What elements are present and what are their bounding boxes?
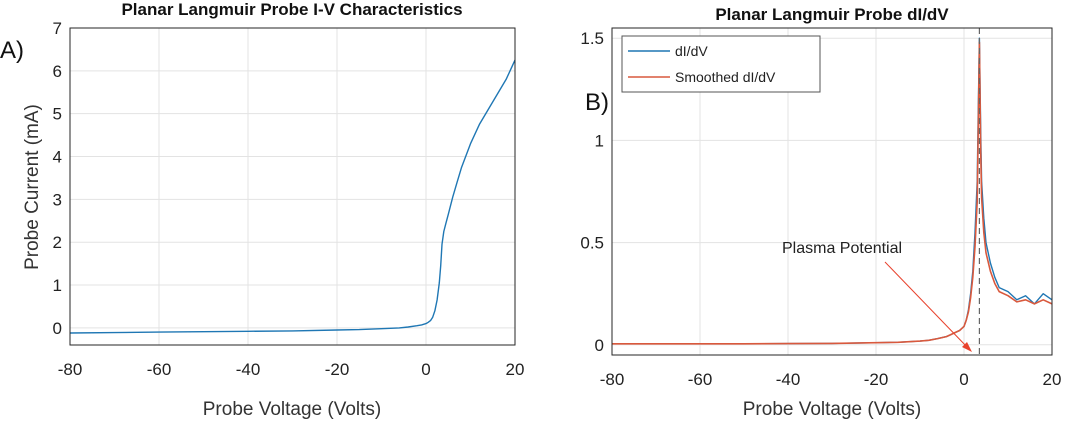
y-tick-label: 2 — [53, 233, 62, 252]
y-tick-label: 6 — [53, 62, 62, 81]
panel-b: -80 -60 -40 -20 0 20 0 0.5 1 1.5 Planar Langmuir… — [580, 5, 1061, 420]
panel-a-label: A) — [0, 37, 24, 64]
legend-box — [621, 35, 821, 93]
panel-a: -80 -60 -40 -20 0 20 0 1 2 3 4 5 6 7 Planar Langmuir… — [0, 0, 524, 420]
legend-label-didv: dI/dV — [675, 43, 708, 59]
x-tick-label: -80 — [58, 360, 83, 379]
y-tick-label: 7 — [53, 19, 62, 38]
y-tick-label: 1 — [53, 276, 62, 295]
series-line-smoothed-di-dv — [612, 41, 1053, 345]
y-tick-label: 1 — [595, 131, 604, 150]
panel-a-axes-box — [69, 27, 516, 346]
y-tick-label: 0 — [595, 336, 604, 355]
panel-b-x-tick-labels: -80 -60 -40 -20 0 20 — [600, 370, 1062, 389]
y-tick-label: 0 — [53, 319, 62, 338]
x-tick-label: -40 — [236, 360, 261, 379]
plasma-potential-arrow — [884, 261, 969, 349]
x-tick-label: 20 — [1043, 370, 1062, 389]
x-tick-label: 0 — [959, 370, 968, 389]
x-tick-label: 0 — [421, 360, 430, 379]
x-tick-label: -60 — [688, 370, 713, 389]
plasma-potential-annotation: Plasma Potential — [782, 240, 902, 257]
panel-b-y-tick-labels: 0 0.5 1 1.5 — [580, 29, 604, 355]
panel-a-y-axis-label: Probe Current (mA) — [22, 104, 43, 270]
x-tick-label: -20 — [864, 370, 889, 389]
x-tick-label: 20 — [506, 360, 525, 379]
x-tick-label: -20 — [325, 360, 350, 379]
plasma-potential-arrowhead — [962, 342, 972, 352]
y-tick-label: 4 — [53, 148, 62, 167]
y-tick-label: 3 — [53, 190, 62, 209]
panel-b-label: B) — [585, 89, 609, 116]
panel-a-x-tick-labels: -80 -60 -40 -20 0 20 — [58, 360, 525, 379]
legend-label-smoothed: Smoothed dI/dV — [675, 69, 776, 85]
panel-a-y-tick-labels: 0 1 2 3 4 5 6 7 — [53, 19, 62, 338]
y-tick-label: 1.5 — [580, 29, 604, 48]
panel-a-series — [69, 59, 516, 334]
panel-a-x-axis-label: Probe Voltage (Volts) — [203, 399, 382, 420]
x-tick-label: -80 — [600, 370, 625, 389]
x-tick-label: -60 — [147, 360, 172, 379]
panel-a-plot-area — [70, 28, 515, 345]
panel-b-series — [612, 37, 1053, 345]
panel-b-x-axis-label: Probe Voltage (Volts) — [743, 399, 922, 420]
y-tick-label: 5 — [53, 105, 62, 124]
panel-b-legend: dI/dV Smoothed dI/dV — [621, 35, 821, 93]
series-line-i-v — [69, 59, 516, 334]
y-tick-label: 0.5 — [580, 234, 604, 253]
panel-b-title: Planar Langmuir Probe dI/dV — [715, 5, 949, 24]
panel-a-title: Planar Langmuir Probe I-V Characteristic… — [121, 0, 462, 19]
panel-b-axes-box — [611, 27, 1053, 356]
x-tick-label: -40 — [776, 370, 801, 389]
